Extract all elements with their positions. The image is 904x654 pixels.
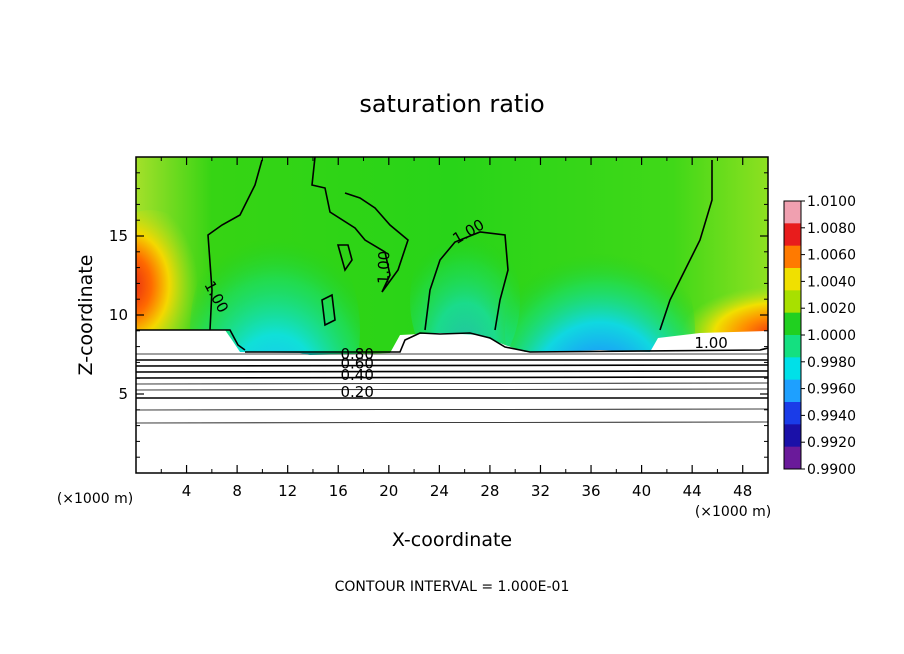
y-axis-label: Z-coordinate bbox=[75, 255, 97, 376]
colorbar-label: 0.9920 bbox=[807, 435, 856, 451]
contour-label: 1.00 bbox=[374, 250, 393, 284]
colorbar-label: 0.9960 bbox=[807, 382, 856, 398]
contour-label: 0.60 bbox=[340, 355, 373, 373]
colorbar-label: 1.0040 bbox=[807, 274, 856, 290]
x-tick-label: 16 bbox=[329, 482, 348, 500]
x-tick-label: 20 bbox=[379, 482, 398, 500]
x-tick-label: 32 bbox=[531, 482, 550, 500]
colorbar-label: 1.0100 bbox=[807, 194, 856, 210]
colorbar-label: 0.9980 bbox=[807, 355, 856, 371]
contour-label: 0.40 bbox=[340, 366, 373, 384]
x-tick-label: 48 bbox=[733, 482, 752, 500]
colorbar-swatch bbox=[784, 335, 801, 358]
x-tick-label: 44 bbox=[683, 482, 702, 500]
thin-contour-lines bbox=[136, 353, 768, 424]
x-unit-left: (×1000 m) bbox=[57, 491, 133, 507]
colorbar-swatch bbox=[784, 268, 801, 291]
chart-title: saturation ratio bbox=[359, 90, 544, 118]
colorbar-swatch bbox=[784, 223, 801, 247]
x-axis-label: X-coordinate bbox=[392, 529, 512, 551]
colorbar-label: 1.0000 bbox=[807, 328, 856, 344]
colorbar-swatch bbox=[784, 424, 801, 448]
y-axis: 5 10 15 bbox=[109, 172, 768, 458]
colorbar-swatch bbox=[784, 312, 801, 336]
colorbar-swatch bbox=[784, 379, 801, 403]
colorbar-swatch bbox=[784, 290, 801, 314]
y-tick-label: 5 bbox=[118, 385, 128, 403]
x-tick-label: 8 bbox=[232, 482, 242, 500]
y-tick-label: 15 bbox=[109, 227, 128, 245]
plot-area bbox=[136, 157, 768, 473]
contour-label: 1.00 bbox=[694, 334, 727, 352]
x-unit-right: (×1000 m) bbox=[695, 504, 771, 520]
x-tick-label: 28 bbox=[480, 482, 499, 500]
x-tick-label: 40 bbox=[632, 482, 651, 500]
x-tick-label: 36 bbox=[581, 482, 600, 500]
colorbar: 1.0100 1.0080 1.0060 1.0040 1.0020 1.0000 0.99… bbox=[783, 194, 856, 478]
contour-labels: 1.001.001.001.000.800.600.400.20 bbox=[200, 216, 727, 402]
x-tick-label: 4 bbox=[182, 482, 192, 500]
x-tick-label: 24 bbox=[430, 482, 449, 500]
y-tick-label: 10 bbox=[109, 306, 128, 324]
colorbar-label: 1.0060 bbox=[807, 248, 856, 264]
colorbar-label: 1.0080 bbox=[807, 221, 856, 237]
contour-label: 0.20 bbox=[340, 383, 373, 401]
colorbar-swatch bbox=[784, 402, 801, 425]
x-axis: 4 8 12 16 20 24 28 32 36 40 44 48 bbox=[160, 157, 752, 500]
x-tick-label: 12 bbox=[278, 482, 297, 500]
contour-lines bbox=[136, 157, 768, 399]
contour-label: 0.80 bbox=[340, 345, 373, 363]
colorbar-swatch bbox=[784, 446, 801, 470]
colorbar-swatch bbox=[784, 245, 801, 269]
colorbar-label: 0.9900 bbox=[807, 462, 856, 478]
colorbar-swatch bbox=[784, 201, 801, 224]
contour-interval-note: CONTOUR INTERVAL = 1.000E-01 bbox=[335, 579, 570, 595]
colorbar-label: 0.9940 bbox=[807, 408, 856, 424]
colorbar-swatch bbox=[784, 357, 801, 381]
colorbar-label: 1.0020 bbox=[807, 301, 856, 317]
